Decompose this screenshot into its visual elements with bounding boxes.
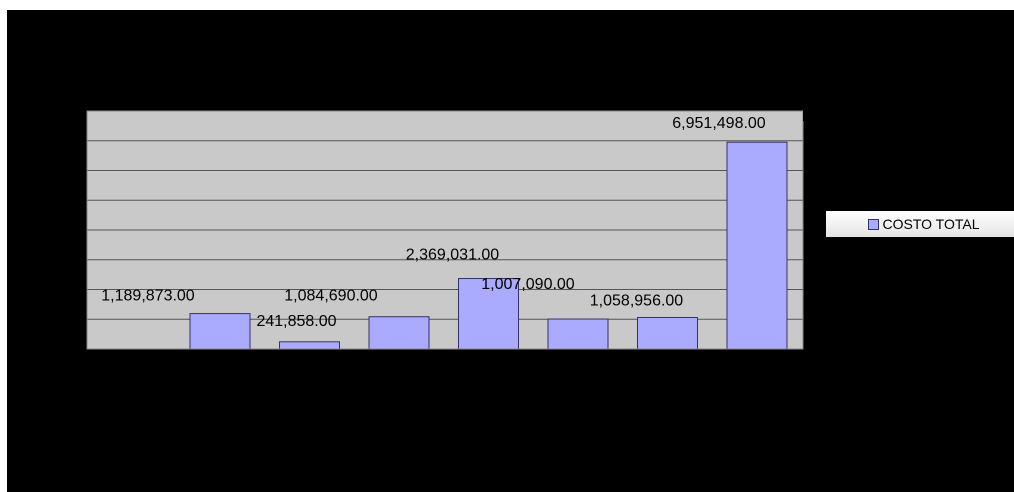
data-label: 6,951,498.00 (672, 115, 766, 132)
plot-border (86, 110, 804, 350)
label-clip (803, 81, 817, 121)
data-label: 1,189,873.00 (101, 288, 195, 305)
chart: 1,189,873.00 241,858.00 1,084,690.00 2,369,… (86, 81, 817, 350)
legend: COSTO TOTAL (826, 211, 1014, 237)
legend-swatch (867, 218, 879, 230)
data-label: 2,369,031.00 (406, 247, 500, 264)
chart-background: 1,189,873.00 241,858.00 1,084,690.00 2,369,… (7, 10, 1014, 492)
bar (458, 278, 519, 350)
bar (547, 318, 609, 350)
data-label: 1,058,956.00 (590, 292, 684, 309)
bar (637, 316, 698, 350)
data-label: 1,084,690.00 (284, 288, 378, 305)
legend-label: COSTO TOTAL (882, 216, 980, 232)
bar (189, 313, 251, 350)
data-label: 241,858.00 (256, 313, 336, 330)
bar (726, 141, 788, 350)
bar (368, 316, 430, 350)
data-label: 1,007,090.00 (481, 276, 575, 293)
bar (279, 341, 340, 350)
